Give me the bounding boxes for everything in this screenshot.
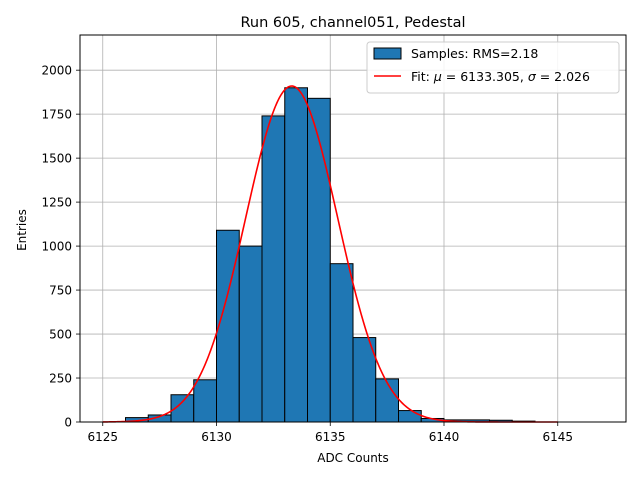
y-axis-label: Entries: [15, 209, 29, 251]
legend-patch-samples: [373, 47, 402, 60]
y-tick-label: 1000: [41, 240, 72, 254]
legend-label-fit: Fit: μ = 6133.305, σ = 2.026: [411, 69, 590, 84]
legend-sigma-symbol: σ: [528, 69, 537, 84]
y-tick-label: 1250: [41, 196, 72, 210]
legend-sigma-value: = 2.026: [536, 69, 590, 84]
chart-title: Run 605, channel051, Pedestal: [240, 15, 465, 31]
histogram-bar: [284, 87, 308, 423]
histogram-bar: [261, 115, 286, 423]
y-tick-label: 250: [49, 372, 72, 386]
legend-label-samples: Samples: RMS=2.18: [411, 46, 538, 61]
histogram-bar: [238, 245, 263, 423]
y-tick-label: 1500: [41, 152, 72, 166]
histogram-bars: [125, 87, 536, 423]
histogram-bar: [193, 379, 217, 423]
legend-box: [366, 41, 620, 94]
histogram-bar: [375, 378, 399, 423]
y-tick-label: 0: [64, 416, 72, 430]
y-tick-label: 2000: [41, 64, 72, 78]
histogram-bar: [307, 97, 331, 423]
legend-fit-prefix: Fit:: [411, 69, 434, 84]
legend-mu-value: = 6133.305,: [442, 69, 528, 84]
x-tick-label: 6145: [542, 430, 573, 444]
histogram-bar: [329, 263, 354, 423]
plot-frame: [79, 34, 627, 423]
y-tick-label: 750: [49, 284, 72, 298]
x-axis-label: ADC Counts: [317, 451, 389, 465]
x-axis-ticks: 6125 6130 6135 6140 6145: [87, 422, 573, 444]
x-tick-label: 6135: [315, 430, 346, 444]
legend: Samples: RMS=2.18 Fit: μ = 6133.305, σ =…: [366, 41, 620, 94]
y-tick-label: 500: [49, 328, 72, 342]
legend-mu-symbol: μ: [433, 69, 442, 84]
histogram-bar: [398, 410, 422, 423]
x-tick-label: 6125: [87, 430, 118, 444]
x-tick-label: 6140: [429, 430, 460, 444]
y-axis-ticks: 0 250 500 750 1000 1250 1500 1750 2000: [41, 64, 80, 430]
y-tick-label: 1750: [41, 108, 72, 122]
x-tick-label: 6130: [201, 430, 232, 444]
